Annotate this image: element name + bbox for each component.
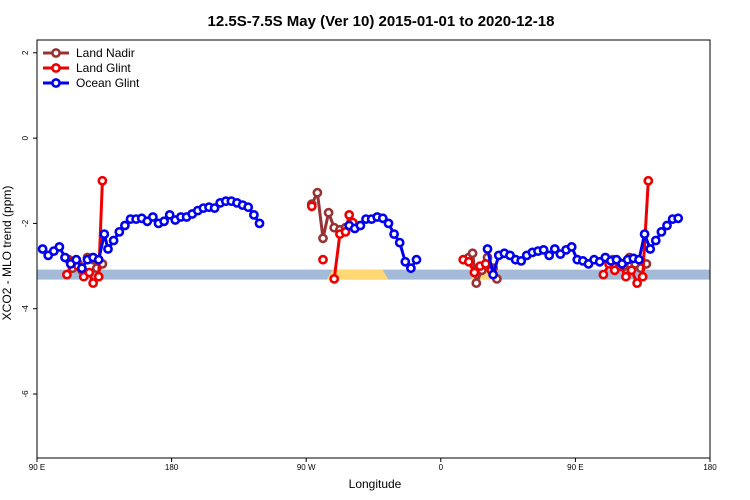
data-point-ocean-glint bbox=[634, 254, 644, 265]
y-tick-label: -4 bbox=[21, 305, 30, 313]
data-point-land-nadir bbox=[471, 278, 482, 288]
data-point-ocean-glint bbox=[656, 226, 667, 237]
legend-label-land-glint: Land Glint bbox=[76, 61, 131, 75]
data-point-ocean-glint bbox=[99, 229, 110, 239]
data-point-ocean-glint bbox=[93, 254, 104, 265]
series-ocean-glint bbox=[37, 196, 684, 280]
data-point-ocean-glint bbox=[645, 244, 656, 254]
data-point-ocean-glint bbox=[383, 218, 394, 229]
data-point-land-glint bbox=[463, 256, 474, 267]
data-point-ocean-glint bbox=[538, 244, 549, 255]
data-point-ocean-glint bbox=[120, 220, 130, 231]
x-tick-label: 180 bbox=[165, 463, 179, 472]
legend-label-land-nadir: Land Nadir bbox=[76, 46, 135, 60]
axes: 90 E 180 90 W 0 90 E 180 2 0 -2 -4 -6 bbox=[21, 50, 717, 472]
x-axis-label: Longitude bbox=[349, 477, 402, 491]
data-point-ocean-glint bbox=[673, 213, 684, 224]
land-segment bbox=[326, 269, 389, 280]
land-ocean-band bbox=[37, 269, 710, 280]
data-point-land-glint bbox=[84, 267, 95, 278]
data-point-ocean-glint bbox=[482, 244, 493, 254]
x-tick-label: 180 bbox=[703, 463, 717, 472]
plot-frame bbox=[36, 39, 711, 459]
data-point-ocean-glint bbox=[114, 226, 125, 237]
data-point-ocean-glint bbox=[164, 209, 175, 220]
data-point-land-glint bbox=[344, 209, 355, 220]
data-point-ocean-glint bbox=[103, 244, 113, 254]
legend-marker-land-glint bbox=[51, 63, 61, 73]
data-point-ocean-glint bbox=[377, 213, 388, 224]
x-tick-label: 90 E bbox=[567, 463, 583, 472]
data-point-land-nadir bbox=[323, 207, 334, 218]
data-point-land-glint bbox=[97, 175, 108, 186]
data-point-ocean-glint bbox=[248, 209, 259, 220]
data-point-ocean-glint bbox=[71, 254, 82, 265]
data-point-ocean-glint bbox=[77, 263, 87, 274]
data-point-land-glint bbox=[643, 175, 654, 186]
data-point-ocean-glint bbox=[639, 229, 650, 239]
legend-label-ocean-glint: Ocean Glint bbox=[76, 76, 140, 90]
data-point-ocean-glint bbox=[108, 235, 119, 246]
data-point-ocean-glint bbox=[60, 252, 70, 263]
data-point-land-glint bbox=[62, 269, 72, 280]
data-point-ocean-glint bbox=[650, 235, 661, 246]
data-point-land-glint bbox=[88, 278, 98, 288]
y-tick-label: 0 bbox=[21, 135, 30, 140]
data-point-land-glint bbox=[621, 271, 631, 282]
data-point-land-glint bbox=[318, 254, 328, 265]
data-point-ocean-glint bbox=[159, 216, 169, 227]
series-group bbox=[37, 175, 684, 288]
data-point-land-glint bbox=[632, 278, 642, 288]
data-point-ocean-glint bbox=[389, 229, 399, 239]
data-point-land-glint bbox=[469, 267, 480, 278]
y-tick-label: -2 bbox=[21, 219, 30, 227]
data-point-ocean-glint bbox=[544, 250, 555, 261]
data-point-ocean-glint bbox=[243, 202, 254, 213]
x-tick-label: 90 E bbox=[29, 463, 45, 472]
data-point-ocean-glint bbox=[549, 244, 560, 254]
y-tick-label: 2 bbox=[21, 50, 30, 55]
y-axis-label: XCO2 - MLO trend (ppm) bbox=[0, 186, 14, 321]
data-point-land-nadir bbox=[467, 248, 478, 259]
data-point-land-glint bbox=[329, 273, 340, 284]
data-point-ocean-glint bbox=[355, 220, 366, 231]
data-point-ocean-glint bbox=[147, 212, 158, 222]
chart-title: 12.5S-7.5S May (Ver 10) 2015-01-01 to 20… bbox=[208, 13, 555, 30]
data-point-ocean-glint bbox=[254, 218, 265, 229]
data-point-ocean-glint bbox=[662, 220, 672, 231]
data-point-ocean-glint bbox=[405, 263, 416, 274]
data-point-ocean-glint bbox=[394, 237, 405, 248]
data-point-land-glint bbox=[637, 271, 648, 282]
data-point-land-glint bbox=[480, 258, 491, 269]
data-point-land-glint bbox=[626, 265, 637, 276]
data-point-ocean-glint bbox=[411, 254, 422, 265]
data-point-land-glint bbox=[598, 269, 609, 280]
data-point-land-nadir bbox=[318, 233, 328, 244]
data-point-land-nadir bbox=[312, 187, 323, 198]
x-tick-label: 90 W bbox=[297, 463, 316, 472]
legend-marker-ocean-glint bbox=[51, 78, 61, 88]
data-point-ocean-glint bbox=[400, 256, 411, 267]
data-point-ocean-glint bbox=[37, 244, 48, 254]
data-point-ocean-glint bbox=[54, 241, 65, 252]
y-tick-label: -6 bbox=[21, 390, 30, 398]
data-point-ocean-glint bbox=[566, 241, 577, 252]
data-point-land-glint bbox=[306, 201, 317, 212]
data-point-ocean-glint bbox=[516, 255, 527, 266]
data-point-land-glint bbox=[93, 271, 104, 282]
x-tick-label: 0 bbox=[439, 463, 444, 472]
data-point-ocean-glint bbox=[488, 269, 498, 280]
data-point-ocean-glint bbox=[209, 203, 220, 213]
legend-marker-land-nadir bbox=[51, 48, 61, 58]
